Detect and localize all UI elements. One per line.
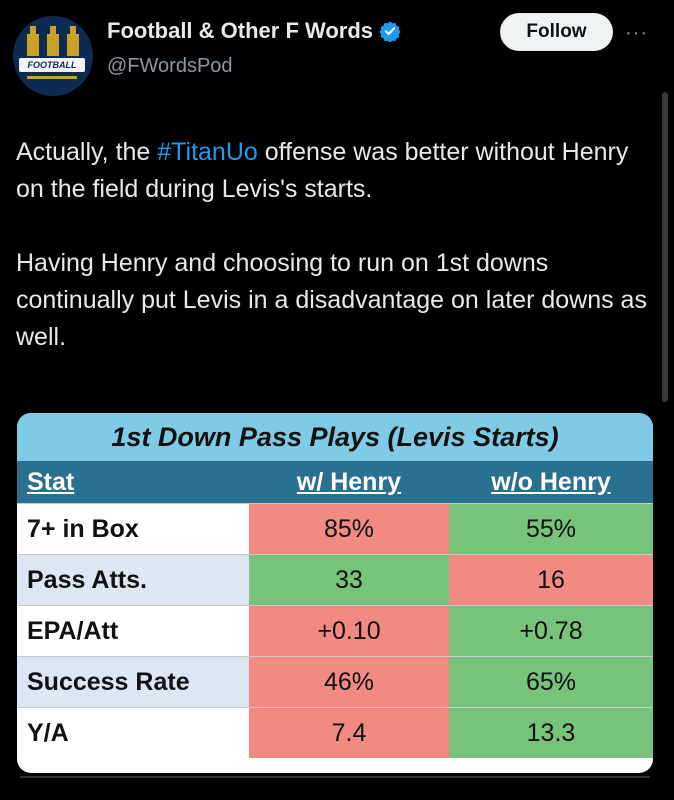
stat-label: Pass Atts. [17,555,249,605]
more-options-icon[interactable]: ··· [625,22,648,44]
tweet-paragraph-1: Actually, the #TitanUo offense was bette… [16,134,656,208]
scrollbar[interactable] [662,92,668,402]
table-header-row: Stat w/ Henry w/o Henry [17,461,653,503]
name-row: Football & Other F Words [107,18,401,44]
avatar[interactable]: FOOTBALL [13,16,93,96]
table-body: 7+ in Box 85% 55% Pass Atts. 33 16 EPA/A… [17,503,653,758]
tweet-media-image[interactable]: 1st Down Pass Plays (Levis Starts) Stat … [17,413,653,773]
bottles-logo-icon [27,26,79,56]
without-henry-value: 13.3 [449,708,653,758]
verified-badge-icon [379,21,401,42]
table-row: Success Rate 46% 65% [17,656,653,707]
follow-button[interactable]: Follow [500,13,613,51]
tweet-text: Actually, the #TitanUo offense was bette… [16,134,656,356]
header-stat: Stat [27,467,75,496]
with-henry-value: 33 [249,555,449,605]
display-name[interactable]: Football & Other F Words [107,18,374,43]
table-row: Pass Atts. 33 16 [17,554,653,605]
tweet-text-segment: Actually, the [16,138,158,166]
with-henry-value: 85% [249,504,449,554]
stat-label: 7+ in Box [17,504,249,554]
tweet-paragraph-2: Having Henry and choosing to run on 1st … [16,249,647,351]
without-henry-value: 55% [449,504,653,554]
tweet-text-segment: offense was better without Henry on the … [16,138,629,203]
stat-label: Y/A [17,708,249,758]
hashtag-link[interactable]: #TitanUo [157,138,258,166]
tweet-header: FOOTBALL Football & Other F Words @FWord… [0,0,674,100]
avatar-banner: FOOTBALL [19,58,85,72]
header-with-henry: w/ Henry [296,467,402,496]
handle[interactable]: @FWordsPod [107,55,233,77]
table-title: 1st Down Pass Plays (Levis Starts) [17,413,653,461]
without-henry-value: 16 [449,555,653,605]
without-henry-value: 65% [449,657,653,707]
table-row: Y/A 7.4 13.3 [17,707,653,758]
with-henry-value: +0.10 [249,606,449,656]
stat-label: Success Rate [17,657,249,707]
table-row: 7+ in Box 85% 55% [17,503,653,554]
header-without-henry: w/o Henry [491,467,611,496]
stat-label: EPA/Att [17,606,249,656]
without-henry-value: +0.78 [449,606,653,656]
avatar-stripe [27,76,77,79]
table-row: EPA/Att +0.10 +0.78 [17,605,653,656]
divider [20,776,650,778]
with-henry-value: 46% [249,657,449,707]
with-henry-value: 7.4 [249,708,449,758]
